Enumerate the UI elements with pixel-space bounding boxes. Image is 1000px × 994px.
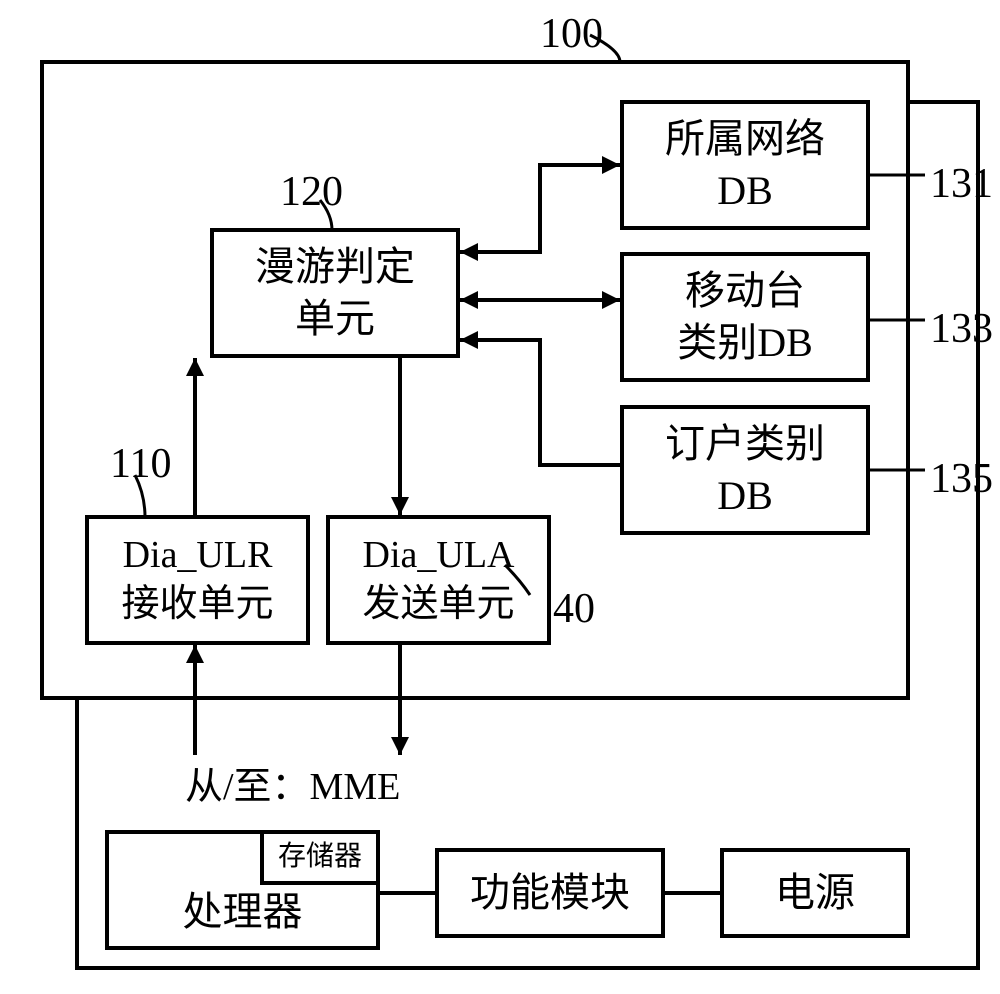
home-network-db-block: 所属网络 DB: [620, 100, 870, 230]
roaming-determination-unit-block: 漫游判定 单元: [210, 228, 460, 358]
subscriber-category-db-block: 订户类别 DB: [620, 405, 870, 535]
diagram-canvas: { "figure": { "type": "block-diagram", "…: [0, 0, 1000, 994]
ref-label-100: 100: [540, 10, 603, 58]
ref-label-135: 135: [930, 455, 993, 503]
block-text: 发送单元: [362, 580, 514, 629]
block-text: 订户类别: [665, 418, 825, 470]
dia-ula-send-unit-block: Dia_ULA 发送单元: [326, 515, 551, 645]
ref-label-120: 120: [280, 168, 343, 216]
block-text: 接收单元: [121, 580, 273, 629]
block-text: 单元: [295, 293, 375, 345]
block-text: 移动台: [685, 265, 805, 317]
block-text: 功能模块: [470, 867, 630, 919]
memory-block: 存储器: [260, 830, 380, 885]
ref-label-110: 110: [110, 440, 171, 488]
block-text: Dia_ULA: [363, 531, 515, 580]
ref-label-131: 131: [930, 160, 993, 208]
block-text: DB: [717, 470, 773, 522]
block-text: Dia_ULR: [123, 531, 273, 580]
block-text: 漫游判定: [255, 241, 415, 293]
block-text: 类别DB: [677, 317, 813, 369]
dia-ulr-receive-unit-block: Dia_ULR 接收单元: [85, 515, 310, 645]
block-text: DB: [717, 165, 773, 217]
function-module-block: 功能模块: [435, 848, 665, 938]
ref-label-133: 133: [930, 305, 993, 353]
block-text: 处理器: [183, 886, 303, 938]
block-text: 所属网络: [665, 113, 825, 165]
block-text: 存储器: [278, 839, 362, 875]
block-text: 电源: [775, 867, 855, 919]
mobile-station-category-db-block: 移动台 类别DB: [620, 252, 870, 382]
power-block: 电源: [720, 848, 910, 938]
mme-label: 从/至：MME: [185, 755, 400, 810]
